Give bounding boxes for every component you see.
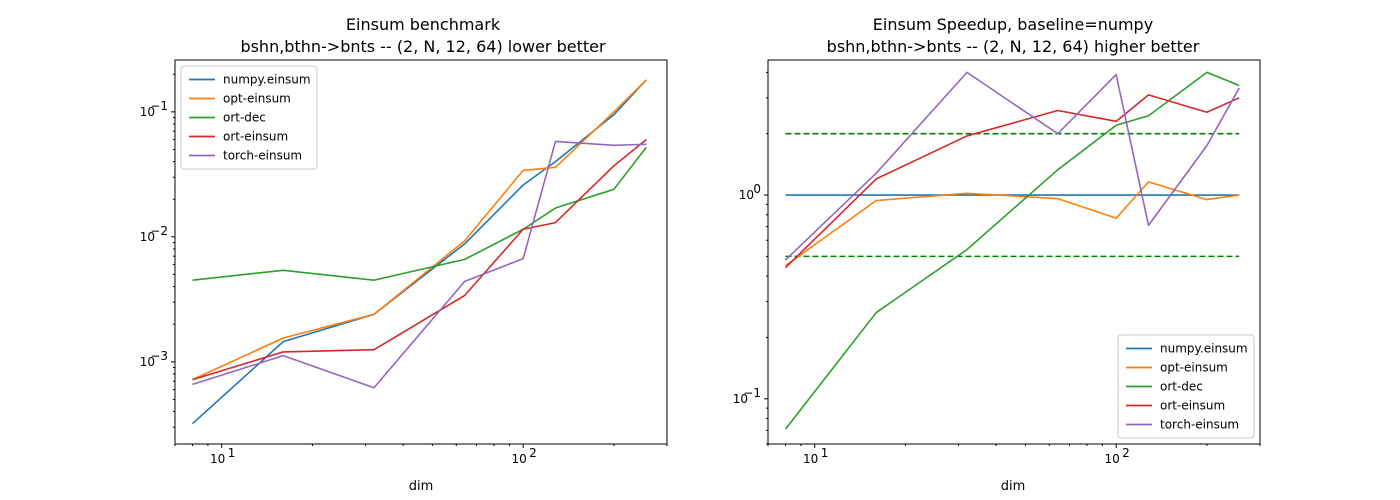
speedup-legend-label-torch-einsum: torch-einsum <box>1160 418 1239 432</box>
benchmark-x-tick-label: 10 <box>512 452 527 466</box>
benchmark-x-tick-exponent: 2 <box>529 446 537 460</box>
benchmark-series-ort-einsum <box>192 138 647 381</box>
benchmark-legend-label-ort-einsum: ort-einsum <box>223 130 288 144</box>
speedup-subtitle: bshn,bthn->bnts -- (2, N, 12, 64) higher… <box>827 37 1200 56</box>
speedup-y-tick-exponent: 0 <box>753 182 761 196</box>
speedup-legend-label-ort-dec: ort-dec <box>1160 380 1203 394</box>
benchmark-legend-label-torch-einsum: torch-einsum <box>223 149 302 163</box>
speedup-legend-label-opt-einsum: opt-einsum <box>1160 361 1228 375</box>
speedup-series-ort-dec <box>784 71 1240 430</box>
speedup-x-tick-exponent: 1 <box>821 446 829 460</box>
benchmark-legend-label-numpy-einsum: numpy.einsum <box>223 73 311 87</box>
speedup-y-tick-label: 10 <box>739 188 754 202</box>
benchmark-y-tick-exponent: −3 <box>150 349 168 363</box>
speedup-legend-label-ort-einsum: ort-einsum <box>1160 399 1225 413</box>
speedup-legend: numpy.einsum opt-einsum ort-dec ort-einsum t… <box>1117 334 1255 439</box>
benchmark-x-tick-label: 10 <box>210 452 225 466</box>
benchmark-y-tick-label: 10 <box>140 105 155 119</box>
speedup-plot-frame <box>767 59 1261 445</box>
benchmark-x-axis-label: dim <box>409 479 434 494</box>
benchmark-series-torch-einsum <box>192 140 647 389</box>
benchmark-series-numpy-einsum <box>191 79 647 425</box>
speedup-legend-box <box>1117 334 1255 439</box>
benchmark-series-opt-einsum <box>192 79 647 381</box>
speedup-x-tick-exponent: 2 <box>1122 446 1130 460</box>
speedup-x-tick-label: 10 <box>1105 452 1120 466</box>
speedup-series-opt-einsum <box>785 181 1240 267</box>
speedup-panel: Einsum Speedup, baseline=numpy bshn,bthn… <box>733 15 1261 494</box>
benchmark-legend-label-opt-einsum: opt-einsum <box>223 92 291 106</box>
speedup-legend-label-numpy-einsum: numpy.einsum <box>1160 342 1248 356</box>
benchmark-series-ort-dec <box>192 146 647 281</box>
benchmark-y-tick-exponent: −2 <box>150 224 168 238</box>
benchmark-y-tick-label: 10 <box>140 230 155 244</box>
benchmark-plot-frame <box>174 59 668 445</box>
speedup-title: Einsum Speedup, baseline=numpy <box>873 15 1153 34</box>
benchmark-x-tick-exponent: 1 <box>228 446 236 460</box>
benchmark-title: Einsum benchmark <box>346 15 501 34</box>
benchmark-panel: Einsum benchmark bshn,bthn->bnts -- (2, … <box>140 15 668 494</box>
speedup-x-axis-label: dim <box>1001 479 1026 494</box>
benchmark-y-tick-exponent: −1 <box>150 99 168 113</box>
benchmark-legend-label-ort-dec: ort-dec <box>223 111 266 125</box>
benchmark-legend: numpy.einsum opt-einsum ort-dec ort-einsum t… <box>180 65 318 170</box>
speedup-series-ort-einsum <box>784 94 1240 269</box>
speedup-y-tick-label: 10 <box>733 392 748 406</box>
speedup-x-tick-label: 10 <box>803 452 818 466</box>
speedup-y-tick-exponent: −1 <box>743 386 761 400</box>
benchmark-subtitle: bshn,bthn->bnts -- (2, N, 12, 64) lower … <box>240 37 606 56</box>
benchmark-y-tick-label: 10 <box>140 355 155 369</box>
speedup-series-torch-einsum <box>784 71 1240 261</box>
benchmark-legend-box <box>180 65 318 170</box>
